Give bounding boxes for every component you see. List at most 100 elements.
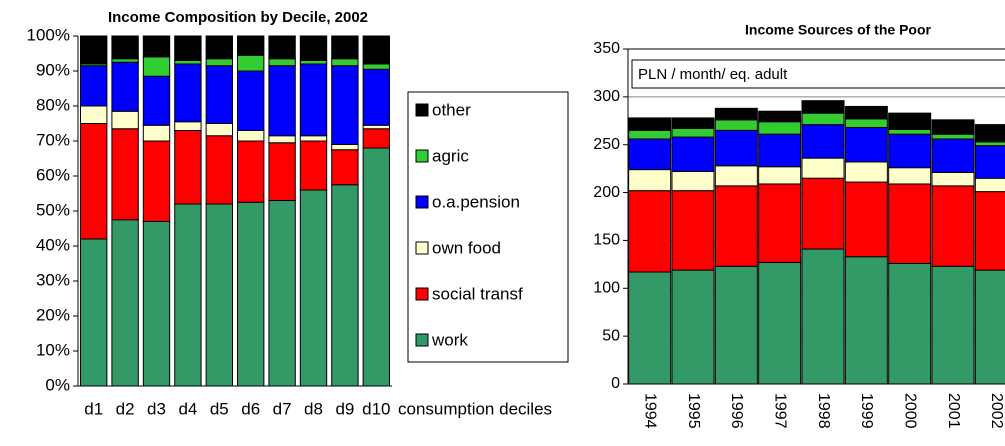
legend-label: other — [432, 100, 471, 119]
y-tick-label: 150 — [593, 232, 620, 249]
x-axis-label: consumption deciles — [398, 399, 552, 418]
legend-swatch — [415, 333, 429, 347]
bar-segment — [268, 35, 296, 60]
y-tick-label: 80% — [36, 95, 70, 114]
bar-segment — [80, 35, 108, 65]
bar-segment — [931, 171, 975, 187]
bar-segment — [205, 135, 233, 205]
bar-segment — [714, 185, 758, 267]
x-tick-label: d7 — [273, 399, 292, 418]
bar-segment — [331, 149, 359, 186]
bar-segment — [174, 121, 202, 131]
bar-segment — [111, 110, 139, 130]
y-tick-label: 90% — [36, 60, 70, 79]
bar-segment — [844, 256, 888, 385]
bar-segment — [331, 58, 359, 67]
x-tick-label: d3 — [147, 399, 166, 418]
bar-segment — [205, 58, 233, 67]
bar-segment — [714, 107, 758, 121]
bar-segment — [174, 130, 202, 205]
bar-segment — [362, 63, 390, 70]
bar-segment — [801, 248, 845, 385]
bar-segment — [80, 105, 108, 124]
x-tick-label: d10 — [362, 399, 390, 418]
bar-segment — [974, 141, 1005, 147]
legend-swatch — [415, 103, 429, 117]
y-tick-label: 40% — [36, 235, 70, 254]
legend-swatch — [415, 287, 429, 301]
x-tick-label: 2002 — [988, 393, 1005, 429]
bar-segment — [801, 177, 845, 250]
bar-segment — [268, 58, 296, 67]
bar-segment — [299, 35, 328, 61]
bar-segment — [974, 124, 1005, 143]
legend-swatch — [415, 241, 429, 255]
y-tick-label: 60% — [36, 165, 70, 184]
bar-segment — [628, 138, 672, 171]
bar-segment — [844, 161, 888, 183]
bar-segment — [931, 185, 975, 267]
bar-segment — [331, 35, 359, 60]
y-tick-label: 0% — [45, 375, 70, 394]
bar-segment — [331, 144, 359, 151]
bar-segment — [671, 190, 715, 271]
bar-segment — [299, 135, 328, 142]
y-tick-label: 10% — [36, 340, 70, 359]
bar-segment — [142, 35, 171, 58]
y-tick-label: 100 — [593, 280, 620, 297]
bar-segment — [111, 35, 139, 60]
x-tick-label: 2001 — [945, 393, 962, 429]
bar-segment — [268, 142, 296, 201]
bar-segment — [237, 54, 265, 72]
bar-segment — [801, 157, 845, 179]
bar-segment — [142, 221, 171, 387]
bar-segment — [714, 265, 758, 385]
x-tick-label: 1997 — [771, 393, 788, 429]
y-tick-label: 300 — [593, 88, 620, 105]
bar-segment — [628, 271, 672, 385]
bar-segment — [174, 60, 202, 65]
bar-segment — [362, 147, 390, 387]
y-tick-label: 70% — [36, 130, 70, 149]
bar-segment — [205, 35, 233, 60]
bar-segment — [80, 238, 108, 387]
legend-swatch — [415, 149, 429, 163]
bar-segment — [237, 70, 265, 131]
x-tick-label: d2 — [116, 399, 135, 418]
bar-segment — [888, 167, 932, 185]
bar-segment — [174, 35, 202, 61]
bar-segment — [299, 189, 328, 387]
bar-segment — [362, 35, 390, 65]
y-tick-label: 350 — [593, 40, 620, 57]
bar-segment — [362, 68, 390, 126]
y-tick-label: 100% — [27, 25, 70, 44]
bar-segment — [80, 65, 108, 107]
bar-segment — [931, 119, 975, 135]
bar-segment — [931, 265, 975, 385]
bar-segment — [142, 75, 171, 126]
legend-box — [407, 91, 569, 363]
bar-segment — [331, 184, 359, 387]
bar-segment — [142, 124, 171, 142]
bar-segment — [758, 183, 802, 263]
bar-segment — [758, 110, 802, 123]
chart-title: Income Composition by Decile, 2002 — [108, 9, 368, 26]
bar-segment — [974, 177, 1005, 193]
x-tick-label: d1 — [84, 399, 103, 418]
bar-segment — [205, 123, 233, 137]
bar-segment — [237, 201, 265, 387]
bar-segment — [111, 128, 139, 221]
chart-title: Income Sources of the Poor — [745, 22, 931, 38]
bar-segment — [628, 169, 672, 192]
bar-segment — [758, 133, 802, 168]
legend-swatch — [415, 195, 429, 209]
x-tick-label: 1995 — [685, 393, 702, 429]
bar-segment — [268, 200, 296, 387]
x-tick-label: d8 — [304, 399, 323, 418]
bar-segment — [111, 61, 139, 112]
bar-segment — [628, 190, 672, 273]
bar-segment — [671, 171, 715, 192]
bar-segment — [142, 56, 171, 77]
bar-segment — [801, 100, 845, 114]
x-tick-label: d5 — [210, 399, 229, 418]
